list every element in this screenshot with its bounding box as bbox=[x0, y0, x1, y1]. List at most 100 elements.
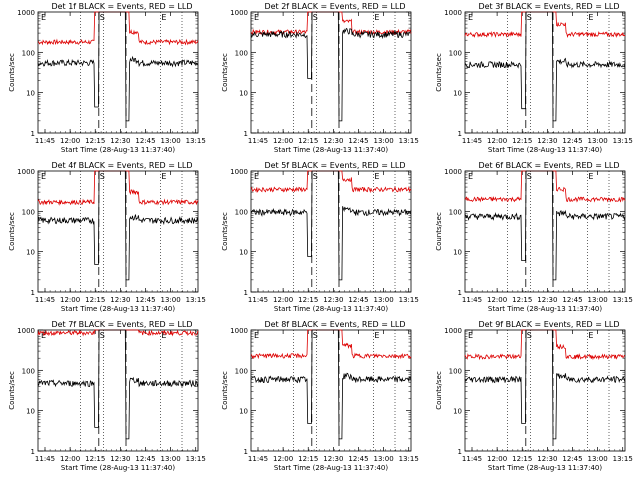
panel-title: Det 4f BLACK = Events, RED = LLD bbox=[51, 161, 192, 170]
y-axis-label: Counts/sec bbox=[435, 212, 443, 251]
y-tick-label: 1 bbox=[244, 448, 248, 456]
x-tick-label: 12:30 bbox=[110, 296, 130, 304]
x-tick-label: 11:45 bbox=[248, 455, 268, 463]
end-marker-label: E bbox=[254, 172, 259, 181]
x-tick-label: 13:00 bbox=[587, 137, 607, 145]
y-tick-label: 100 bbox=[22, 49, 35, 57]
x-tick-label: 12:45 bbox=[135, 455, 155, 463]
lld-series-line bbox=[250, 11, 412, 36]
x-tick-label: 12:15 bbox=[512, 455, 532, 463]
end-marker-label: E bbox=[254, 13, 259, 22]
x-tick-label: 12:30 bbox=[110, 137, 130, 145]
lld-series-line bbox=[464, 11, 626, 39]
y-tick-label: 1000 bbox=[444, 168, 462, 176]
x-tick-label: 12:45 bbox=[562, 137, 582, 145]
end-marker-label: E bbox=[161, 172, 166, 181]
x-tick-label: 13:15 bbox=[399, 137, 419, 145]
x-tick-label: 13:00 bbox=[160, 455, 180, 463]
y-tick-label: 10 bbox=[239, 90, 248, 98]
y-tick-label: 10 bbox=[26, 90, 35, 98]
x-tick-label: 12:15 bbox=[512, 296, 532, 304]
y-tick-label: 10 bbox=[239, 408, 248, 416]
events-series-line bbox=[464, 329, 626, 440]
y-axis-label: Counts/sec bbox=[435, 53, 443, 92]
x-axis-label: Start Time (28-Aug-13 11:37:40) bbox=[61, 146, 175, 154]
y-tick-label: 100 bbox=[235, 49, 248, 57]
x-axis-label: Start Time (28-Aug-13 11:37:40) bbox=[488, 146, 602, 154]
lld-series-line bbox=[464, 170, 626, 203]
y-tick-label: 1000 bbox=[444, 327, 462, 335]
events-series-line bbox=[37, 329, 199, 440]
x-tick-label: 11:45 bbox=[35, 455, 55, 463]
x-tick-label: 13:00 bbox=[160, 296, 180, 304]
y-tick-label: 100 bbox=[235, 367, 248, 375]
y-axis-label: Counts/sec bbox=[221, 371, 229, 410]
chart-panel-4: Det 4f BLACK = Events, RED = LLD 1 10 100 10… bbox=[8, 161, 206, 313]
x-tick-label: 12:15 bbox=[85, 296, 105, 304]
x-tick-label: 11:45 bbox=[35, 137, 55, 145]
x-tick-label: 13:15 bbox=[613, 137, 633, 145]
start-marker-label: S bbox=[100, 172, 105, 181]
x-tick-label: 12:30 bbox=[537, 137, 557, 145]
plot-frame bbox=[37, 329, 199, 452]
y-tick-label: 1 bbox=[244, 289, 248, 297]
events-series-line bbox=[464, 11, 626, 122]
plot-frame bbox=[37, 11, 199, 134]
x-tick-label: 13:15 bbox=[399, 296, 419, 304]
x-axis-label: Start Time (28-Aug-13 11:37:40) bbox=[274, 146, 388, 154]
x-tick-label: 11:45 bbox=[248, 137, 268, 145]
x-tick-label: 12:45 bbox=[562, 296, 582, 304]
end-marker-label: E bbox=[161, 13, 166, 22]
panel-title: Det 5f BLACK = Events, RED = LLD bbox=[264, 161, 405, 170]
x-tick-label: 12:45 bbox=[135, 137, 155, 145]
y-axis-label: Counts/sec bbox=[8, 371, 16, 410]
x-tick-label: 12:30 bbox=[537, 296, 557, 304]
x-tick-label: 11:45 bbox=[462, 296, 482, 304]
plot-frame bbox=[464, 329, 626, 452]
lld-series-line bbox=[250, 329, 412, 360]
x-tick-label: 12:45 bbox=[135, 296, 155, 304]
y-tick-label: 10 bbox=[26, 408, 35, 416]
y-tick-label: 1 bbox=[244, 130, 248, 138]
start-marker-label: S bbox=[527, 172, 532, 181]
start-marker-label: S bbox=[313, 13, 318, 22]
chart-panel-2: Det 2f BLACK = Events, RED = LLD 1 10 100 10… bbox=[221, 2, 419, 154]
x-tick-label: 13:00 bbox=[587, 296, 607, 304]
chart-panel-8: Det 8f BLACK = Events, RED = LLD 1 10 100 10… bbox=[221, 320, 419, 472]
events-series-line bbox=[250, 170, 412, 281]
x-tick-label: 12:30 bbox=[110, 455, 130, 463]
x-tick-label: 12:15 bbox=[512, 137, 532, 145]
end-marker-label: E bbox=[468, 172, 473, 181]
x-tick-label: 12:00 bbox=[60, 296, 80, 304]
plot-frame bbox=[464, 11, 626, 134]
y-tick-label: 1 bbox=[31, 289, 35, 297]
x-tick-label: 12:45 bbox=[562, 455, 582, 463]
y-tick-label: 1 bbox=[458, 289, 462, 297]
end-marker-label: E bbox=[374, 13, 379, 22]
lld-series-line bbox=[37, 329, 199, 337]
end-marker-label: E bbox=[374, 331, 379, 340]
x-tick-label: 13:15 bbox=[186, 455, 206, 463]
x-tick-label: 12:30 bbox=[323, 137, 343, 145]
x-tick-label: 12:30 bbox=[323, 296, 343, 304]
x-tick-label: 13:00 bbox=[587, 455, 607, 463]
x-tick-label: 11:45 bbox=[462, 137, 482, 145]
y-axis-label: Counts/sec bbox=[221, 212, 229, 251]
x-tick-label: 12:00 bbox=[273, 137, 293, 145]
x-tick-label: 12:30 bbox=[537, 455, 557, 463]
y-tick-label: 10 bbox=[26, 249, 35, 257]
x-tick-label: 11:45 bbox=[248, 296, 268, 304]
events-series-line bbox=[37, 170, 199, 281]
x-axis-label: Start Time (28-Aug-13 11:37:40) bbox=[488, 305, 602, 313]
plot-frame bbox=[37, 170, 199, 293]
x-tick-label: 12:30 bbox=[323, 455, 343, 463]
end-marker-label: E bbox=[374, 172, 379, 181]
panel-title: Det 7f BLACK = Events, RED = LLD bbox=[51, 320, 192, 329]
y-tick-label: 1000 bbox=[230, 9, 248, 17]
panel-title: Det 3f BLACK = Events, RED = LLD bbox=[478, 2, 619, 11]
x-axis-label: Start Time (28-Aug-13 11:37:40) bbox=[61, 464, 175, 472]
x-tick-label: 11:45 bbox=[35, 296, 55, 304]
x-tick-label: 13:15 bbox=[186, 296, 206, 304]
x-tick-label: 12:00 bbox=[487, 455, 507, 463]
